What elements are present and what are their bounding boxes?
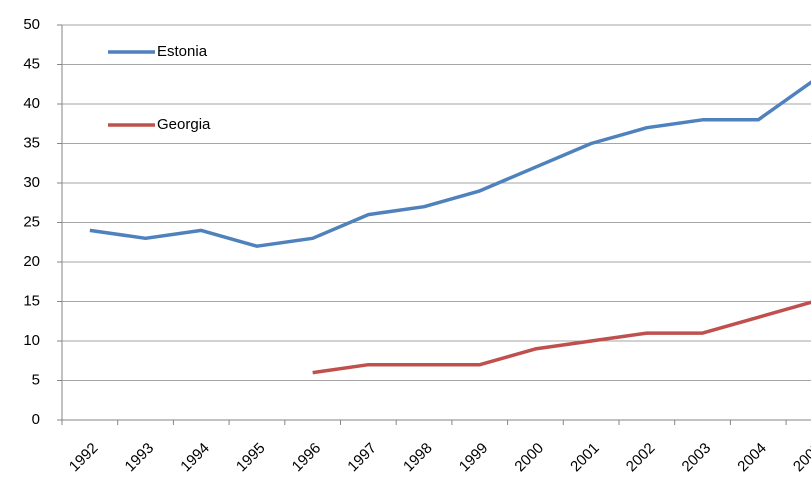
y-tick-label: 20	[23, 253, 40, 270]
x-tick-label: 2003	[679, 440, 715, 476]
series-line	[312, 300, 811, 375]
x-tick-label: 2000	[511, 440, 547, 476]
x-tick-label: 2001	[567, 440, 603, 476]
y-tick-label: 10	[23, 332, 40, 349]
y-tick-label: 30	[23, 174, 40, 191]
x-tick-label: 1999	[456, 440, 492, 476]
y-tick-label: 5	[32, 371, 40, 388]
x-tick-label: 1993	[122, 440, 158, 476]
y-tick-label: 45	[23, 55, 40, 72]
y-tick-label: 15	[23, 292, 40, 309]
legend-label: Estonia	[157, 43, 208, 60]
x-tick-label: 2002	[623, 440, 659, 476]
y-tick-label: 25	[23, 213, 40, 230]
x-tick-label: 1994	[177, 440, 213, 476]
y-tick-label: 40	[23, 95, 40, 112]
series-line	[89, 80, 811, 248]
x-tick-label: 1995	[233, 440, 269, 476]
x-tick-label: 2004	[734, 440, 770, 476]
y-tick-label: 0	[32, 411, 40, 428]
x-tick-label: 1996	[289, 440, 325, 476]
x-tick-label: 2005	[790, 440, 811, 476]
x-tick-label: 1992	[66, 440, 102, 476]
x-tick-label: 1998	[400, 440, 436, 476]
x-tick-label: 1997	[344, 440, 380, 476]
y-tick-label: 35	[23, 134, 40, 151]
legend-label: Georgia	[157, 116, 211, 133]
y-tick-label: 50	[23, 16, 40, 33]
